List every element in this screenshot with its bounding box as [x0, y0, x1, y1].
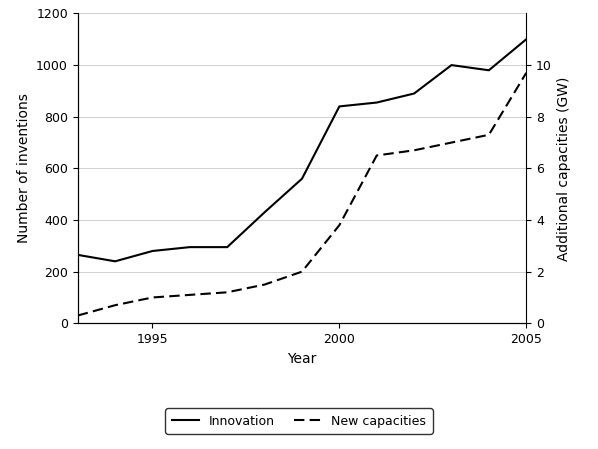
Innovation [298, 176, 306, 181]
Line: Innovation: Innovation [78, 39, 526, 261]
Innovation [411, 91, 418, 96]
New capacities [187, 292, 194, 298]
Y-axis label: Number of inventions: Number of inventions [17, 93, 30, 243]
Innovation [523, 36, 530, 42]
Innovation [486, 68, 493, 73]
New capacities [261, 282, 269, 287]
New capacities [523, 70, 530, 75]
Y-axis label: Additional capacities (GW): Additional capacities (GW) [557, 76, 572, 260]
Legend: Innovation, New capacities: Innovation, New capacities [166, 408, 432, 434]
New capacities [336, 223, 343, 228]
Innovation [74, 252, 81, 258]
New capacities [149, 295, 156, 300]
New capacities [411, 148, 418, 153]
New capacities [224, 290, 231, 295]
Innovation [261, 210, 269, 215]
New capacities [298, 269, 306, 274]
New capacities [448, 140, 455, 145]
New capacities [74, 313, 81, 318]
New capacities [112, 303, 119, 308]
Innovation [187, 244, 194, 250]
Line: New capacities: New capacities [78, 73, 526, 316]
New capacities [373, 153, 380, 158]
New capacities [486, 132, 493, 137]
Innovation [112, 259, 119, 264]
Innovation [149, 248, 156, 254]
Innovation [373, 100, 380, 105]
Innovation [224, 244, 231, 250]
Innovation [448, 62, 455, 68]
X-axis label: Year: Year [287, 352, 317, 365]
Innovation [336, 104, 343, 109]
